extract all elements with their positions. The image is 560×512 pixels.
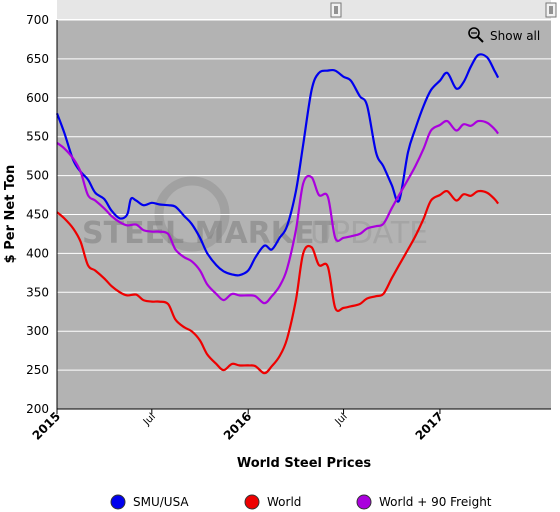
y-tick-label: 600	[26, 91, 49, 105]
series-line-0[interactable]	[55, 53, 500, 277]
x-axis-title: World Steel Prices	[237, 456, 372, 471]
series-line-2[interactable]	[56, 119, 499, 305]
legend-item-2[interactable]: World + 90 Freight	[356, 494, 492, 510]
x-tick-label: Jul	[333, 411, 350, 428]
navigator-left-handle[interactable]	[330, 2, 342, 18]
x-axis-ticks: 2015 Jul 2016 Jul 2017	[30, 409, 446, 443]
navigator-strip[interactable]	[57, 0, 551, 19]
y-tick-label: 700	[26, 13, 49, 27]
zoom-icon	[468, 27, 480, 39]
legend-marker	[110, 494, 126, 510]
grid-lines	[57, 19, 551, 371]
y-tick-label: 500	[26, 169, 49, 183]
x-tick-label: 2016	[221, 409, 255, 443]
legend-item-0[interactable]: SMU/USA	[110, 494, 189, 510]
y-tick-label: 350	[26, 285, 49, 299]
y-tick-label: 200	[26, 402, 49, 416]
legend-label: World	[267, 495, 301, 509]
y-tick-label: 650	[26, 52, 49, 66]
legend-item-1[interactable]: World	[244, 494, 301, 510]
legend-marker	[244, 494, 260, 510]
y-axis-ticks: 200 250 300 350 400 450 500 550 600 650 700	[26, 13, 49, 416]
y-tick-label: 400	[26, 246, 49, 260]
y-axis-title: $ Per Net Ton	[3, 165, 18, 264]
y-tick-label: 250	[26, 363, 49, 377]
series-line-1[interactable]	[56, 189, 499, 375]
y-tick-label: 550	[26, 130, 49, 144]
y-tick-label: 450	[26, 208, 49, 222]
legend: SMU/USA World World + 90 Freight	[110, 494, 492, 510]
x-tick-label: 2017	[413, 409, 447, 443]
show-all-button[interactable]: Show all	[468, 27, 540, 43]
watermark-light-text: UPDATE	[310, 216, 428, 251]
x-tick-label: Jul	[141, 411, 158, 428]
legend-label: SMU/USA	[133, 495, 189, 509]
y-tick-label: 300	[26, 324, 49, 338]
legend-label: World + 90 Freight	[379, 495, 492, 509]
show-all-label: Show all	[490, 29, 540, 43]
series-lines	[55, 53, 500, 375]
legend-marker	[356, 494, 372, 510]
navigator-right-handle[interactable]	[545, 2, 557, 18]
